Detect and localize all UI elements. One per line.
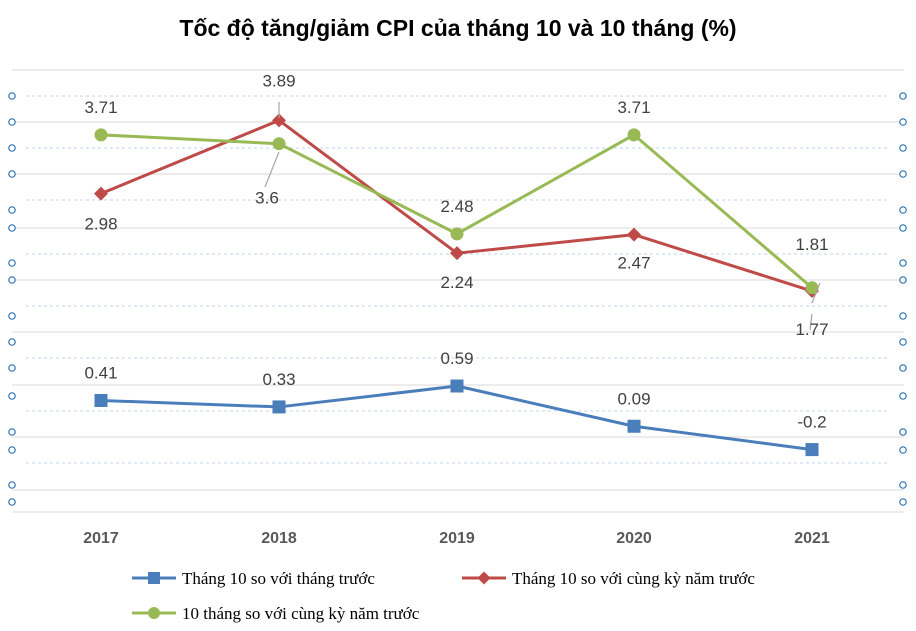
data-label: 1.81 <box>795 235 828 254</box>
data-point[interactable] <box>94 128 108 142</box>
x-tick-label: 2017 <box>83 530 119 547</box>
side-marker <box>899 170 907 178</box>
side-marker <box>899 481 907 489</box>
side-marker <box>8 224 16 232</box>
data-label: 0.09 <box>617 389 650 408</box>
label-leader <box>264 151 280 188</box>
label-leader <box>811 282 821 304</box>
data-label: 0.33 <box>262 370 295 389</box>
side-marker <box>8 206 16 214</box>
data-point[interactable] <box>450 246 464 261</box>
side-marker <box>8 170 16 178</box>
side-marker <box>8 392 16 400</box>
data-point[interactable] <box>94 186 108 201</box>
data-label: 3.89 <box>262 71 295 90</box>
side-marker <box>8 92 16 100</box>
side-marker <box>899 498 907 506</box>
data-point[interactable] <box>627 419 641 433</box>
side-marker <box>899 224 907 232</box>
legend-marker <box>148 572 160 584</box>
x-tick-label: 2019 <box>439 530 475 547</box>
x-axis-ticks: 2017 2018 2019 2020 2021 <box>83 530 830 547</box>
legend-label: 10 tháng so với cùng kỳ năm trước <box>182 604 420 623</box>
series-1: 0.41 0.33 0.59 0.09 -0.2 <box>84 349 827 457</box>
side-marker <box>899 428 907 436</box>
side-marker <box>899 259 907 267</box>
side-marker <box>899 118 907 126</box>
side-marker <box>8 259 16 267</box>
side-marker <box>899 276 907 284</box>
legend-label: Tháng 10 so với cùng kỳ năm trước <box>512 569 755 588</box>
side-marker <box>8 498 16 506</box>
data-point[interactable] <box>805 281 819 295</box>
legend-item-3[interactable]: 10 tháng so với cùng kỳ năm trước <box>132 604 420 623</box>
series-line <box>100 384 813 452</box>
data-label: 3.6 <box>255 189 279 208</box>
legend-item-2[interactable]: Tháng 10 so với cùng kỳ năm trước <box>462 569 755 588</box>
side-marker <box>899 392 907 400</box>
data-label: 2.24 <box>440 273 473 292</box>
data-point[interactable] <box>272 400 286 414</box>
side-marker <box>8 364 16 372</box>
data-label: 1.77 <box>795 320 828 339</box>
series-2: 2.98 3.89 2.24 2.47 1.77 <box>84 71 828 339</box>
data-point[interactable] <box>272 137 286 151</box>
legend: Tháng 10 so với tháng trước Tháng 10 so v… <box>132 569 755 623</box>
series-3: 3.71 3.6 2.48 3.71 1.81 <box>84 98 829 304</box>
side-marker <box>899 446 907 454</box>
x-tick-label: 2020 <box>616 530 652 547</box>
side-marker <box>8 312 16 320</box>
data-label: 2.48 <box>440 197 473 216</box>
side-marker <box>899 92 907 100</box>
data-point[interactable] <box>627 227 641 242</box>
chart-title: Tốc độ tăng/giảm CPI của tháng 10 và 10 … <box>179 15 736 41</box>
data-label: 3.71 <box>617 98 650 117</box>
side-marker <box>8 276 16 284</box>
legend-label: Tháng 10 so với tháng trước <box>182 569 375 588</box>
x-tick-label: 2018 <box>261 530 297 547</box>
data-point[interactable] <box>805 443 819 457</box>
side-marker <box>899 312 907 320</box>
data-point[interactable] <box>450 227 464 241</box>
side-marker <box>899 144 907 152</box>
side-markers <box>8 92 907 506</box>
legend-marker <box>148 607 160 619</box>
data-point[interactable] <box>627 128 641 142</box>
side-marker <box>8 481 16 489</box>
side-marker <box>899 364 907 372</box>
data-label: 2.47 <box>617 254 650 273</box>
side-marker <box>8 118 16 126</box>
data-point[interactable] <box>94 393 108 407</box>
side-marker <box>899 206 907 214</box>
data-label: 2.98 <box>84 215 117 234</box>
data-label: 0.59 <box>440 349 473 368</box>
data-point[interactable] <box>272 113 286 128</box>
x-tick-label: 2021 <box>794 530 830 547</box>
data-label: -0.2 <box>797 413 826 432</box>
side-marker <box>8 338 16 346</box>
side-marker <box>8 144 16 152</box>
legend-marker <box>477 571 491 585</box>
side-marker <box>8 446 16 454</box>
data-label: 0.41 <box>84 363 117 382</box>
side-marker <box>8 428 16 436</box>
data-label: 3.71 <box>84 98 117 117</box>
series-layer: 0.41 0.33 0.59 0.09 -0.2 2.98 3.89 2.24 2.47 1.77… <box>84 71 829 457</box>
legend-item-1[interactable]: Tháng 10 so với tháng trước <box>132 569 375 588</box>
label-leader <box>809 313 813 331</box>
side-marker <box>899 338 907 346</box>
data-point[interactable] <box>450 379 464 393</box>
